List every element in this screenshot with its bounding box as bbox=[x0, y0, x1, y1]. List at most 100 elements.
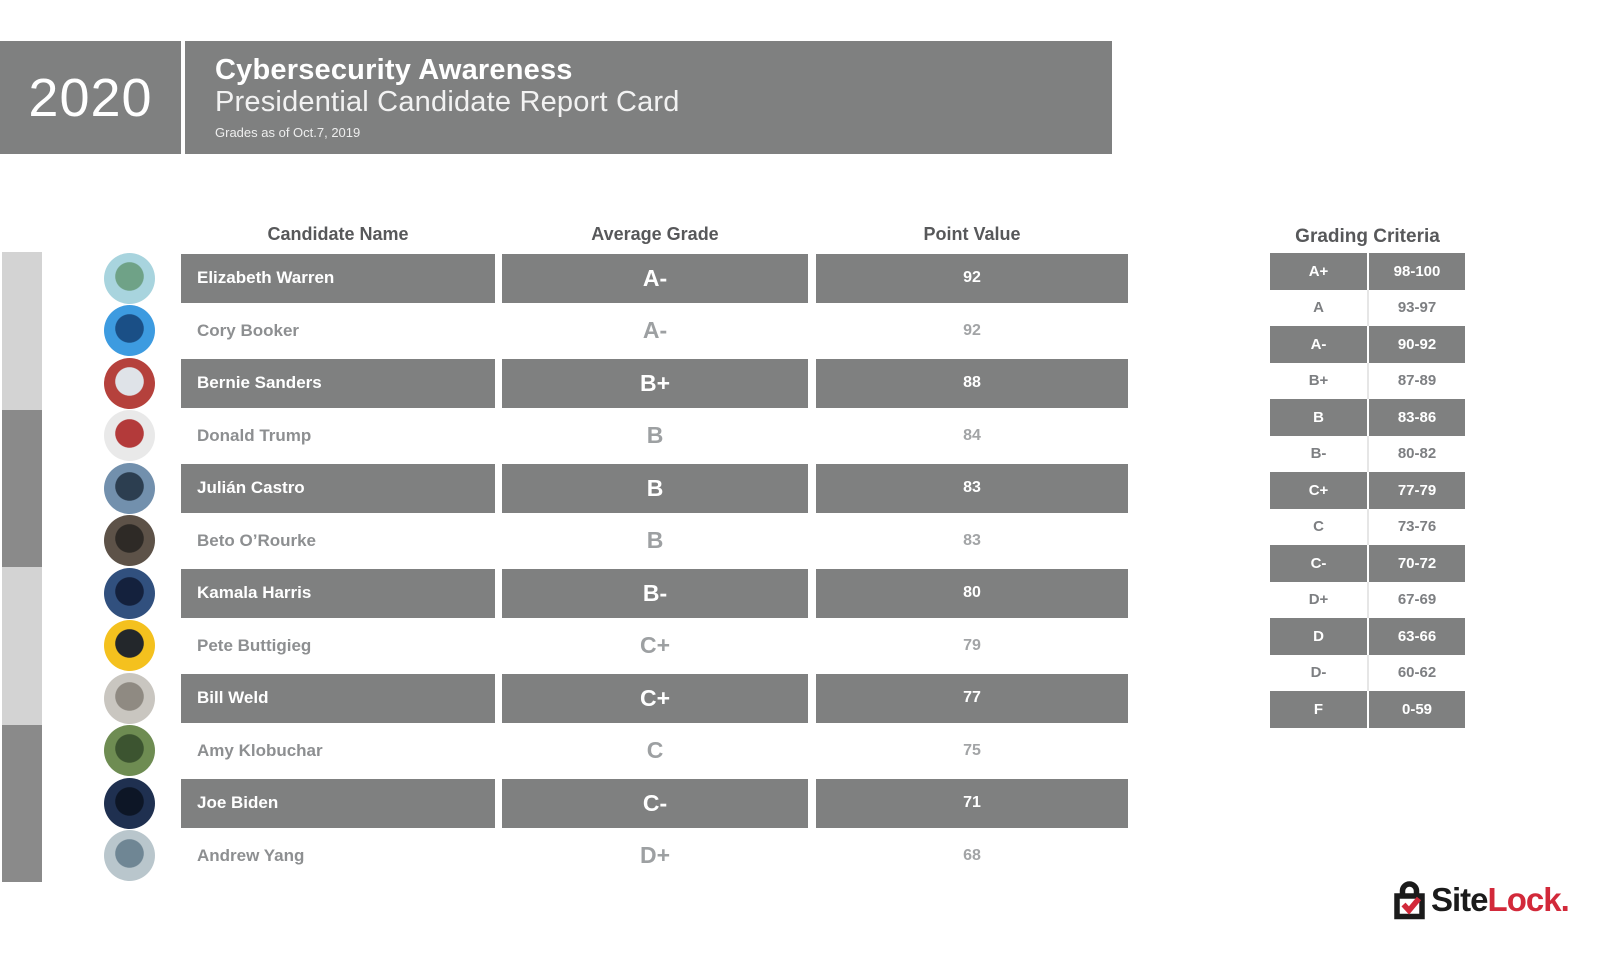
criteria-grade-cell: B- bbox=[1270, 435, 1367, 472]
candidate-name-cell: Beto O’Rourke bbox=[197, 530, 317, 550]
criteria-range-cell: 90-92 bbox=[1369, 326, 1465, 363]
criteria-row: B 83-86 bbox=[1270, 399, 1465, 436]
candidate-avatar bbox=[104, 462, 155, 514]
average-grade-cell: B+ bbox=[502, 358, 808, 408]
point-value-cell: 71 bbox=[816, 778, 1128, 828]
candidate-avatar bbox=[104, 620, 155, 671]
candidate-name-cell: Andrew Yang bbox=[197, 845, 305, 865]
side-strip-segment bbox=[2, 409, 42, 567]
candidate-name-cell: Amy Klobuchar bbox=[197, 740, 323, 760]
candidate-name-cell: Joe Biden bbox=[181, 778, 495, 828]
table-row: Bernie Sanders B+ 88 bbox=[0, 357, 1600, 410]
candidate-avatar bbox=[104, 567, 155, 619]
criteria-grade-cell: A- bbox=[1270, 326, 1367, 363]
sitelock-logo: SiteLock. bbox=[1391, 879, 1570, 920]
candidate-name-cell: Bill Weld bbox=[181, 673, 495, 723]
criteria-column-divider bbox=[1367, 399, 1369, 436]
point-value-cell: 80 bbox=[816, 568, 1128, 618]
criteria-range-cell: 93-97 bbox=[1369, 289, 1465, 326]
average-grade-cell: A- bbox=[502, 253, 808, 303]
criteria-row: C 73-76 bbox=[1270, 508, 1465, 545]
table-row: Bill Weld C+ 77 bbox=[0, 672, 1600, 725]
point-value-cell: 75 bbox=[963, 741, 981, 759]
average-grade-cell: C bbox=[646, 737, 664, 764]
average-grade-cell: C+ bbox=[502, 673, 808, 723]
candidate-name-cell: Julián Castro bbox=[181, 463, 495, 513]
average-grade-cell: B bbox=[646, 527, 664, 554]
banner-text-block: Cybersecurity Awareness Presidential Can… bbox=[185, 41, 680, 154]
criteria-row: C- 70-72 bbox=[1270, 545, 1465, 582]
criteria-column-divider bbox=[1367, 545, 1369, 582]
criteria-grade-cell: F bbox=[1270, 691, 1367, 728]
criteria-range-cell: 73-76 bbox=[1369, 508, 1465, 545]
criteria-range-cell: 60-62 bbox=[1369, 654, 1465, 691]
criteria-grade-cell: A+ bbox=[1270, 253, 1367, 290]
criteria-row: D 63-66 bbox=[1270, 618, 1465, 655]
candidate-name-cell: Kamala Harris bbox=[181, 568, 495, 618]
header-banner: 2020 Cybersecurity Awareness Presidentia… bbox=[0, 41, 1112, 154]
side-strip-segment bbox=[2, 567, 42, 725]
page-subtitle: Presidential Candidate Report Card bbox=[215, 86, 680, 118]
sitelock-wordmark: SiteLock. bbox=[1431, 880, 1570, 920]
candidate-name-cell: Cory Booker bbox=[197, 320, 300, 340]
criteria-range-cell: 70-72 bbox=[1369, 545, 1465, 582]
criteria-column-divider bbox=[1367, 435, 1369, 472]
column-header-point-value: Point Value bbox=[923, 224, 1021, 244]
criteria-column-divider bbox=[1367, 508, 1369, 545]
point-value-cell: 83 bbox=[963, 531, 981, 549]
criteria-column-divider bbox=[1367, 253, 1369, 290]
column-header-average-grade: Average Grade bbox=[591, 224, 719, 244]
table-row: Beto O’Rourke B 83 bbox=[0, 515, 1600, 568]
table-row: Donald Trump B 84 bbox=[0, 410, 1600, 463]
average-grade-cell: A- bbox=[642, 317, 668, 344]
criteria-range-cell: 77-79 bbox=[1369, 472, 1465, 509]
criteria-row: B+ 87-89 bbox=[1270, 362, 1465, 399]
candidate-table: Elizabeth Warren A- 92 Cory Booker A- 92 Berni… bbox=[0, 252, 1600, 882]
criteria-row: D- 60-62 bbox=[1270, 654, 1465, 691]
criteria-grade-cell: D bbox=[1270, 618, 1367, 655]
year-label: 2020 bbox=[28, 67, 153, 128]
column-header-candidate-name: Candidate Name bbox=[267, 224, 409, 244]
criteria-column-divider bbox=[1367, 472, 1369, 509]
criteria-grade-cell: C- bbox=[1270, 545, 1367, 582]
criteria-row: C+ 77-79 bbox=[1270, 472, 1465, 509]
criteria-range-cell: 87-89 bbox=[1369, 362, 1465, 399]
criteria-row: A 93-97 bbox=[1270, 289, 1465, 326]
padlock-check-icon bbox=[1394, 881, 1425, 920]
criteria-grade-cell: D+ bbox=[1270, 581, 1367, 618]
criteria-row: B- 80-82 bbox=[1270, 435, 1465, 472]
point-value-cell: 79 bbox=[963, 636, 981, 654]
criteria-range-cell: 80-82 bbox=[1369, 435, 1465, 472]
candidate-avatar bbox=[104, 305, 155, 356]
table-row: Cory Booker A- 92 bbox=[0, 305, 1600, 358]
sitelock-wordmark-period: . bbox=[1560, 880, 1570, 918]
criteria-range-cell: 63-66 bbox=[1369, 618, 1465, 655]
side-accent-strip bbox=[2, 252, 42, 882]
candidate-name-cell: Donald Trump bbox=[197, 425, 312, 445]
criteria-row: A- 90-92 bbox=[1270, 326, 1465, 363]
criteria-range-cell: 0-59 bbox=[1369, 691, 1465, 728]
average-grade-cell: B- bbox=[502, 568, 808, 618]
sitelock-wordmark-site: Site bbox=[1431, 880, 1489, 918]
criteria-grade-cell: A bbox=[1270, 289, 1367, 326]
candidate-avatar bbox=[104, 410, 155, 461]
point-value-cell: 92 bbox=[816, 253, 1128, 303]
candidate-avatar bbox=[104, 252, 155, 304]
point-value-cell: 68 bbox=[963, 846, 981, 864]
criteria-grade-cell: C bbox=[1270, 508, 1367, 545]
point-value-cell: 83 bbox=[816, 463, 1128, 513]
table-row: Andrew Yang D+ 68 bbox=[0, 830, 1600, 883]
criteria-grade-cell: D- bbox=[1270, 654, 1367, 691]
criteria-grade-cell: B+ bbox=[1270, 362, 1367, 399]
candidate-avatar bbox=[104, 357, 155, 409]
average-grade-cell: C- bbox=[502, 778, 808, 828]
point-value-cell: 77 bbox=[816, 673, 1128, 723]
criteria-grade-cell: B bbox=[1270, 399, 1367, 436]
point-value-cell: 84 bbox=[963, 426, 981, 444]
side-strip-segment bbox=[2, 724, 42, 882]
candidate-name-cell: Pete Buttigieg bbox=[197, 635, 312, 655]
candidate-name-cell: Elizabeth Warren bbox=[181, 253, 495, 303]
average-grade-cell: C+ bbox=[639, 632, 671, 659]
criteria-range-cell: 67-69 bbox=[1369, 581, 1465, 618]
